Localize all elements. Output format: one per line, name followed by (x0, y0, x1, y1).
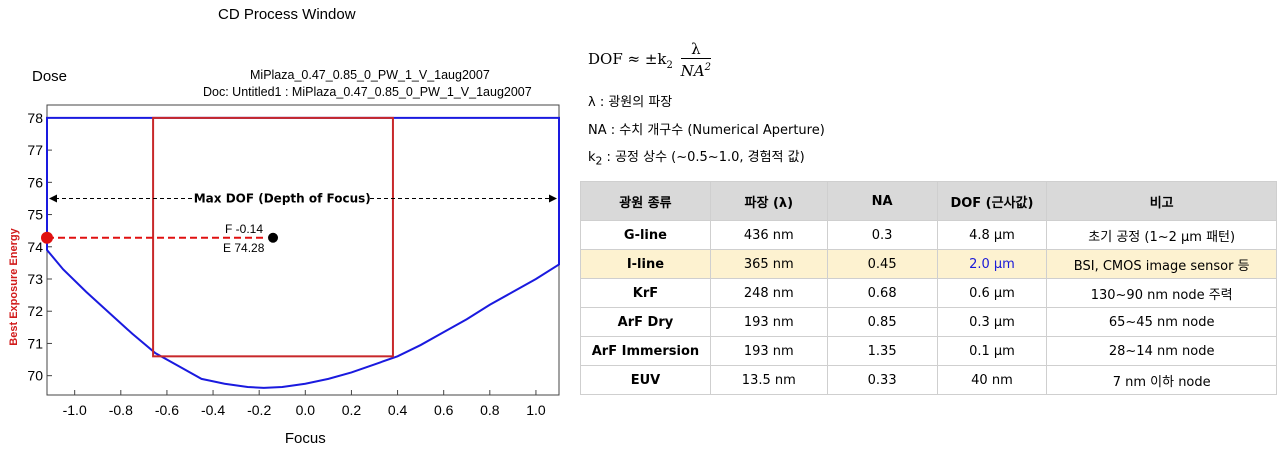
best-focus-point (268, 232, 279, 243)
x-tick-label: 0.2 (342, 402, 362, 418)
cell-dof: 2.0 μm (936, 249, 1048, 279)
cell-wavelength: 365 nm (709, 249, 828, 279)
cell-na: 0.3 (826, 220, 938, 250)
table-header-row: 광원 종류 파장 (λ) NA DOF (근사값) 비고 (580, 181, 1277, 221)
cell-wavelength: 193 nm (709, 336, 828, 366)
formula-denominator-text: NA (680, 62, 705, 80)
definition-k-subscript: 2 (595, 154, 603, 168)
x-tick-label: 0.4 (388, 402, 408, 418)
document-name-line: Doc: Untitled1 : MiPlaza_0.47_0.85_0_PW_… (203, 85, 532, 99)
best-energy-label: E 74.28 (223, 241, 265, 255)
cell-na: 1.35 (826, 336, 938, 366)
x-tick-label: -0.8 (109, 402, 133, 418)
x-tick-label: 0.8 (480, 402, 500, 418)
cell-source: I-line (580, 249, 711, 279)
table-row-highlighted: I-line 365 nm 0.45 2.0 μm BSI, CMOS imag… (580, 249, 1277, 279)
y-tick-label: 70 (27, 368, 43, 384)
definition-k-text: : 공정 상수 (~0.5~1.0, 경험적 값) (602, 150, 805, 165)
plot-frame (46, 104, 560, 396)
table-row: KrF 248 nm 0.68 0.6 μm 130~90 nm node 주력 (580, 278, 1277, 308)
table-row: EUV 13.5 nm 0.33 40 nm 7 nm 이하 node (580, 365, 1277, 395)
definition-lambda: λ : 광원의 파장 (588, 95, 673, 110)
max-dof-label-background (196, 189, 369, 208)
cell-source: G-line (580, 220, 711, 250)
x-tick-label: 1.0 (526, 402, 546, 418)
cell-na: 0.45 (826, 249, 938, 279)
cell-notes: 28~14 nm node (1046, 336, 1277, 366)
cell-wavelength: 13.5 nm (709, 365, 828, 395)
best-dose-marker (41, 231, 53, 244)
cell-dof: 0.6 μm (936, 278, 1048, 308)
y-tick-label: 72 (27, 303, 43, 319)
formula-denominator-power: 2 (704, 62, 711, 73)
formula-denominator: NA2 (681, 59, 711, 80)
header-wavelength: 파장 (λ) (709, 181, 828, 221)
light-source-table: 광원 종류 파장 (λ) NA DOF (근사값) 비고 G-line 436 … (580, 181, 1277, 395)
cell-source: ArF Immersion (580, 336, 711, 366)
cell-dof: 0.1 μm (936, 336, 1048, 366)
y-tick-label: 73 (27, 271, 43, 287)
chart-title: CD Process Window (218, 6, 356, 23)
y-tick-label: 74 (27, 239, 43, 255)
cell-notes: 초기 공정 (1~2 μm 패턴) (1046, 220, 1277, 250)
focus-axis-title: Focus (285, 430, 326, 447)
header-notes: 비고 (1046, 181, 1277, 221)
process-window-chart: Best Exposure Energy 707172737475767778 … (8, 104, 560, 447)
x-tick-label: 0.0 (296, 402, 316, 418)
dof-formula: DOF ≈ ±k2 λ NA2 (588, 40, 711, 80)
cell-dof: 4.8 μm (936, 220, 1048, 250)
x-tick-label: -0.4 (201, 402, 225, 418)
process-window-curve (46, 116, 560, 389)
cell-dof: 40 nm (936, 365, 1048, 395)
definition-na: NA : 수치 개구수 (Numerical Aperture) (588, 122, 825, 138)
cell-na: 0.33 (826, 365, 938, 395)
cell-na: 0.68 (826, 278, 938, 308)
header-source-type: 광원 종류 (580, 181, 711, 221)
definition-k-symbol: k (588, 150, 596, 165)
table-row: G-line 436 nm 0.3 4.8 μm 초기 공정 (1~2 μm 패… (580, 220, 1277, 250)
x-tick-label: 0.6 (434, 402, 454, 418)
x-tick-label: -0.2 (247, 402, 271, 418)
best-exposure-energy-label: Best Exposure Energy (8, 227, 20, 345)
dose-axis-title: Dose (32, 68, 68, 85)
max-dof-arrow-right-head (549, 194, 557, 203)
formula-fraction: λ NA2 (680, 40, 711, 80)
y-tick-label: 71 (27, 335, 43, 351)
cell-source: KrF (580, 278, 711, 308)
cell-notes: 65~45 nm node (1046, 307, 1277, 337)
formula-numerator: λ (680, 40, 711, 59)
cell-wavelength: 193 nm (709, 307, 828, 337)
cell-dof: 0.3 μm (936, 307, 1048, 337)
header-dof: DOF (근사값) (936, 181, 1048, 221)
header-na: NA (826, 181, 938, 221)
table-row: ArF Dry 193 nm 0.85 0.3 μm 65~45 nm node (580, 307, 1277, 337)
y-tick-label: 78 (27, 110, 43, 126)
formula-definitions: λ : 광원의 파장 NA : 수치 개구수 (Numerical Apertu… (588, 92, 825, 175)
cell-notes: 130~90 nm node 주력 (1046, 278, 1277, 308)
formula-k-subscript: 2 (666, 60, 673, 71)
cell-wavelength: 436 nm (709, 220, 828, 250)
y-tick-label: 76 (27, 174, 43, 190)
table-row: ArF Immersion 193 nm 1.35 0.1 μm 28~14 n… (580, 336, 1277, 366)
y-tick-label: 77 (27, 142, 43, 158)
cell-notes: BSI, CMOS image sensor 등 (1046, 249, 1277, 279)
best-focus-label: F -0.14 (225, 222, 263, 236)
x-tick-label: -1.0 (63, 402, 87, 418)
cell-na: 0.85 (826, 307, 938, 337)
definition-k: k2 : 공정 상수 (~0.5~1.0, 경험적 값) (588, 147, 825, 175)
cell-wavelength: 248 nm (709, 278, 828, 308)
cell-source: EUV (580, 365, 711, 395)
file-name-line: MiPlaza_0.47_0.85_0_PW_1_V_1aug2007 (250, 68, 490, 82)
max-dof-label: Max DOF (Depth of Focus) (194, 191, 371, 205)
max-dof-arrow-left-head (49, 194, 57, 203)
cell-source: ArF Dry (580, 307, 711, 337)
y-tick-label: 75 (27, 207, 43, 223)
cell-notes: 7 nm 이하 node (1046, 365, 1277, 395)
x-tick-label: -0.6 (155, 402, 179, 418)
formula-lhs: DOF ≈ ±k (588, 50, 667, 68)
process-window-rectangle (152, 116, 394, 358)
